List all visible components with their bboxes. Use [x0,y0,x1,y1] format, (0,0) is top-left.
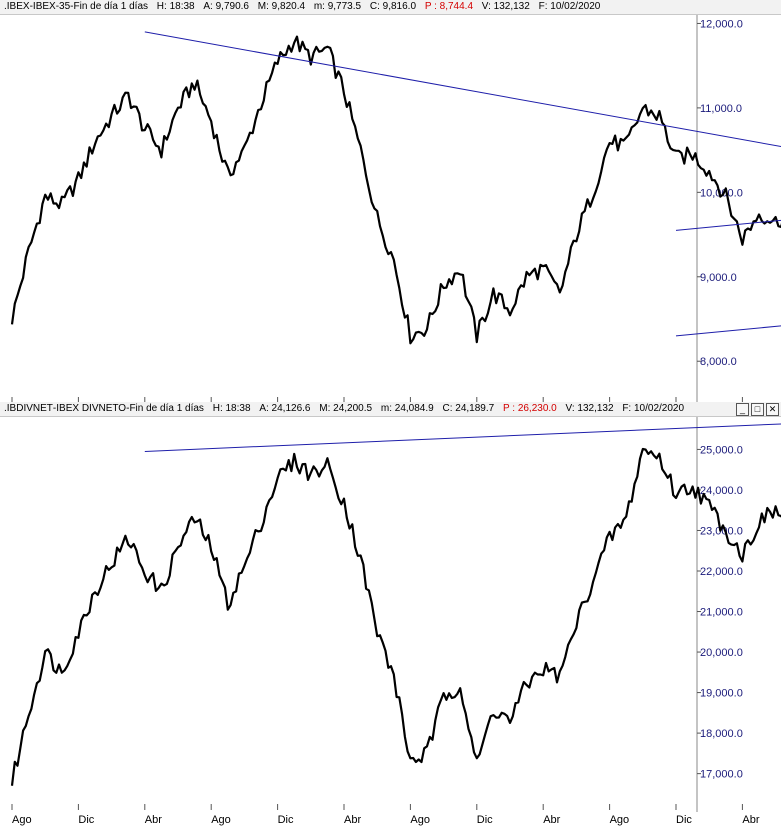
low-label: m: 9,773.5 [313,1,362,12]
chart-panel-ibdivnet: .IBDIVNET - IBEX DIVNETO - Fin de día 1 … [0,402,781,826]
date-label: F: 10/02/2020 [622,403,685,414]
trendline[interactable] [675,311,781,337]
x-tick-label: Dic [676,814,692,826]
y-tick-label: 25,000.0 [700,444,743,456]
high-label: M: 9,820.4 [257,1,306,12]
panel-titlebar[interactable]: .IBDIVNET - IBEX DIVNETO - Fin de día 1 … [0,402,781,417]
period-label: Fin de día 1 días [73,1,149,12]
x-tick-label: Abr [344,814,361,826]
window-controls: _ □ ✕ [736,403,779,416]
y-tick-label: 20,000.0 [700,647,743,659]
symbol-label: .IBDIVNET [4,403,53,414]
close-label: C: 24,189.7 [442,403,495,414]
instrument-name: IBEX DIVNETO [56,403,127,414]
low-label: m: 24,084.9 [380,403,434,414]
y-tick-label: 17,000.0 [700,769,743,781]
trendline[interactable] [144,417,781,452]
volume-label: V: 132,132 [481,1,530,12]
y-tick-label: 22,000.0 [700,566,743,578]
chart-panel-ibex: .IBEX - IBEX-35 - Fin de día 1 días H: 1… [0,0,781,402]
y-tick-label: 9,000.0 [700,272,737,284]
y-tick-label: 23,000.0 [700,525,743,537]
close-label: C: 9,816.0 [369,1,417,12]
y-tick-label: 18,000.0 [700,728,743,740]
minimize-button[interactable]: _ [736,403,749,416]
symbol-label: .IBEX [4,1,30,12]
open-label: A: 24,126.6 [259,403,311,414]
y-tick-label: 19,000.0 [700,688,743,700]
date-label: F: 10/02/2020 [538,1,601,12]
y-tick-label: 21,000.0 [700,607,743,619]
x-tick-label: Dic [278,814,294,826]
x-tick-label: Ago [610,814,630,826]
y-tick-label: 24,000.0 [700,485,743,497]
price-label: P : 26,230.0 [502,403,557,414]
panel-titlebar[interactable]: .IBEX - IBEX-35 - Fin de día 1 días H: 1… [0,0,781,15]
y-tick-label: 10,000.0 [700,187,743,199]
x-tick-label: Ago [410,814,430,826]
high-label: M: 24,200.5 [319,403,373,414]
x-tick-label: Abr [145,814,162,826]
trendline[interactable] [675,205,781,231]
period-label: Fin de día 1 días [129,403,204,414]
price-label: P : 8,744.4 [424,1,474,12]
volume-label: V: 132,132 [565,403,614,414]
x-tick-label: Abr [543,814,560,826]
ibdivnet-chart[interactable]: 17,000.0 18,000.0 19,000.0 20,000.0 21,000.0… [0,417,781,840]
open-label: A: 9,790.6 [203,1,249,12]
trendline[interactable] [144,31,781,176]
time-label: H: 18:38 [212,403,251,414]
x-tick-label: Ago [12,814,32,826]
x-tick-label: Abr [742,814,759,826]
price-series-line [10,447,781,786]
price-series-line [10,35,781,345]
x-tick-label: Dic [477,814,493,826]
x-tick-label: Ago [211,814,231,826]
ibex-chart[interactable]: 8,000.0 9,000.0 10,000.0 11,000.0 12,000.0 [0,15,781,402]
maximize-button[interactable]: □ [751,403,764,416]
time-label: H: 18:38 [156,1,195,12]
close-button[interactable]: ✕ [766,403,779,416]
y-tick-label: 11,000.0 [700,103,742,115]
y-tick-label: 8,000.0 [700,356,737,368]
y-tick-label: 12,000.0 [700,18,743,30]
instrument-name: IBEX-35 [32,1,71,12]
x-tick-label: Dic [78,814,94,826]
